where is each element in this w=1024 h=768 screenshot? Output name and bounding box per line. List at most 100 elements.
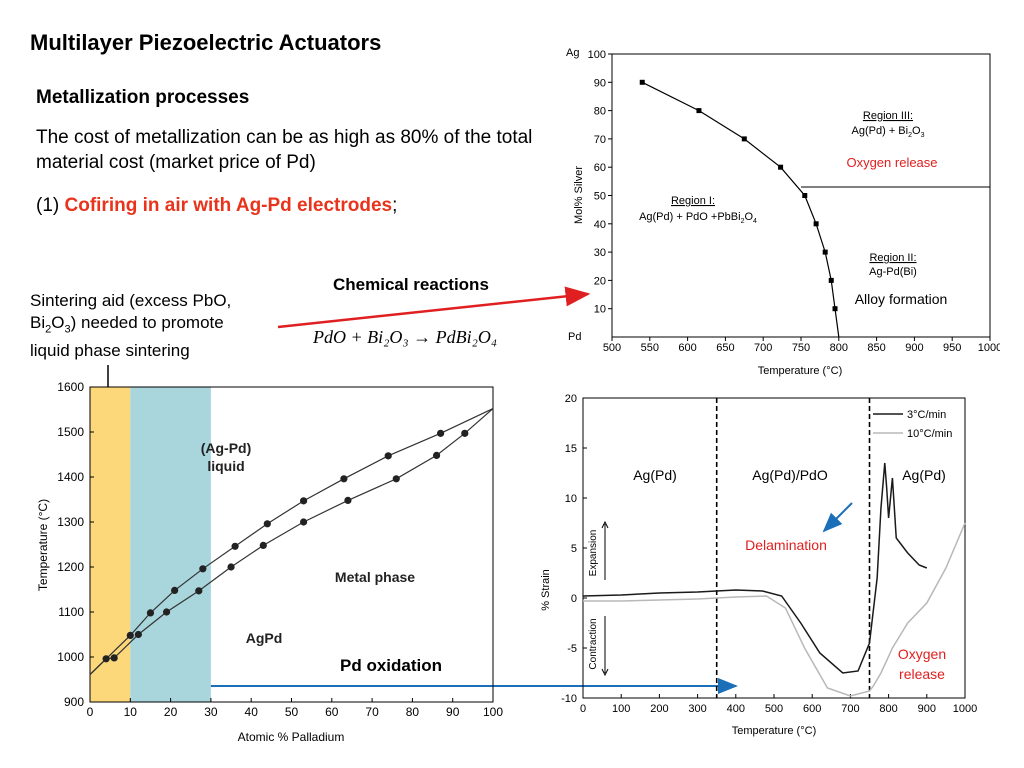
pd-oxidation-label: Pd oxidation [340, 656, 442, 675]
y-tick-label: 15 [565, 443, 577, 455]
region1-desc: Ag(Pd) + PdO +PbBi2O4 [639, 211, 757, 225]
delamination-label: Delamination [745, 537, 827, 553]
section-heading: Metallization processes [36, 87, 250, 108]
note-o: O [51, 313, 65, 332]
y-axis-title: Mol% Silver [573, 166, 585, 224]
x-tick-label: 700 [754, 342, 772, 354]
y-tick-label: 1600 [57, 380, 84, 394]
oxygen-release-2b: release [899, 666, 945, 682]
liquid-label-1: (Ag-Pd) [201, 440, 252, 456]
x-tick-label: 70 [365, 705, 379, 719]
region2-desc: Ag-Pd(Bi) [869, 266, 917, 278]
y-tick-label: 80 [594, 106, 606, 118]
legend-10cmin: 10°C/min [907, 428, 952, 440]
item-highlight: Cofiring in air with Ag-Pd electrodes [64, 195, 393, 216]
solidus-line [89, 408, 494, 675]
y-tick-label: 5 [571, 543, 577, 555]
sintering-aid-note: Sintering aid (excess PbO, Bi2O3) needed… [30, 291, 232, 361]
oxygen-release-1: Oxygen release [846, 155, 937, 170]
x-tick-label: 0 [580, 703, 586, 715]
x-tick-label: 850 [867, 342, 885, 354]
x-tick-label: 10 [124, 705, 138, 719]
region1-title: Region I: [671, 195, 715, 207]
data-point [102, 655, 110, 663]
x-tick-label: 900 [905, 342, 923, 354]
expansion-arrowhead [601, 520, 609, 529]
data-point [299, 497, 308, 505]
region-agpd-pdo: Ag(Pd)/PdO [752, 467, 828, 483]
x-axis-title: Temperature (°C) [732, 725, 816, 737]
region2-title: Region II: [869, 252, 916, 264]
alloy-formation: Alloy formation [855, 291, 948, 307]
x-tick-label: 80 [406, 705, 420, 719]
x-tick-label: 40 [245, 705, 259, 719]
region3-title: Region III: [863, 110, 913, 122]
y-tick-label: 60 [594, 162, 606, 174]
x-tick-label: 400 [727, 703, 745, 715]
data-point [110, 654, 118, 662]
data-point [299, 518, 308, 526]
y-tick-label: 0 [571, 593, 577, 605]
ag-pd-phase-chart: 0 10 20 30 40 50 60 70 80 90 100 900 1000 1100 1200 130… [36, 380, 503, 744]
y-tick-label: 1100 [58, 605, 84, 619]
data-point [437, 429, 445, 437]
y-tick-label: 10 [594, 304, 606, 316]
x-tick-label: 550 [641, 342, 659, 354]
x-tick-label: 0 [87, 705, 94, 719]
oxygen-release-2a: Oxygen [898, 646, 946, 662]
data-point [199, 565, 207, 573]
x-tick-label: 650 [716, 342, 734, 354]
data-point [828, 277, 834, 283]
x-tick-label: 1000 [953, 703, 977, 715]
agpd-label: AgPd [246, 630, 283, 646]
x-tick-label: 950 [943, 342, 961, 354]
data-point [259, 541, 267, 549]
note-line1: Sintering aid (excess PbO, [30, 291, 232, 310]
y-tick-label: -5 [567, 643, 577, 655]
x-tick-label: 100 [612, 703, 630, 715]
chemical-reactions-label: Chemical reactions [333, 275, 489, 294]
data-point [813, 221, 819, 227]
liquidus-line [89, 408, 494, 675]
x-tick-label: 600 [803, 703, 821, 715]
y-tick-label: 100 [588, 49, 606, 61]
x-tick-label: 700 [841, 703, 859, 715]
strain-series [583, 522, 966, 697]
x-tick-label: 800 [830, 342, 848, 354]
strain-chart: 0 100 200 300 400 500 600 700 800 900 1000 -10 -5 0 5 1… [540, 393, 977, 737]
data-point [741, 136, 747, 142]
data-point [340, 475, 348, 483]
x-tick-label: 500 [603, 342, 621, 354]
data-point [126, 631, 134, 639]
note-bi: Bi [30, 313, 46, 332]
y-axis-title: Temperature (°C) [36, 499, 50, 591]
y-tick-label: 90 [594, 77, 606, 89]
y-tick-label: 20 [594, 275, 606, 287]
y-tick-label: -10 [561, 693, 577, 705]
expansion-note: Expansion [588, 530, 599, 577]
contraction-arrowhead [601, 668, 609, 677]
y-tick-label: 50 [594, 191, 606, 203]
slide-title: Multilayer Piezoelectric Actuators [30, 30, 382, 55]
y-tick-label: 1500 [57, 425, 84, 439]
x-tick-label: 30 [204, 705, 218, 719]
reaction-equation: PdO + Bi₂O₃ → PdBi₂O₄ [313, 327, 498, 347]
data-point [344, 496, 352, 504]
y-tick-label: 30 [594, 247, 606, 259]
delamination-arrow [822, 502, 853, 533]
data-point [134, 630, 142, 639]
region-agpd-1: Ag(Pd) [633, 467, 677, 483]
y-tick-label: 70 [594, 134, 606, 146]
x-tick-label: 50 [285, 705, 299, 719]
x-tick-label: 300 [688, 703, 706, 715]
data-point [171, 586, 179, 594]
strain-series [582, 462, 928, 674]
y-tick-label: 1400 [57, 470, 84, 484]
item-suffix: ; [392, 195, 398, 216]
data-point [195, 587, 203, 595]
data-point [162, 608, 171, 616]
item-prefix: (1) [36, 195, 65, 216]
data-point [822, 249, 828, 255]
data-point [146, 609, 155, 617]
y-tick-label: 900 [64, 695, 84, 709]
